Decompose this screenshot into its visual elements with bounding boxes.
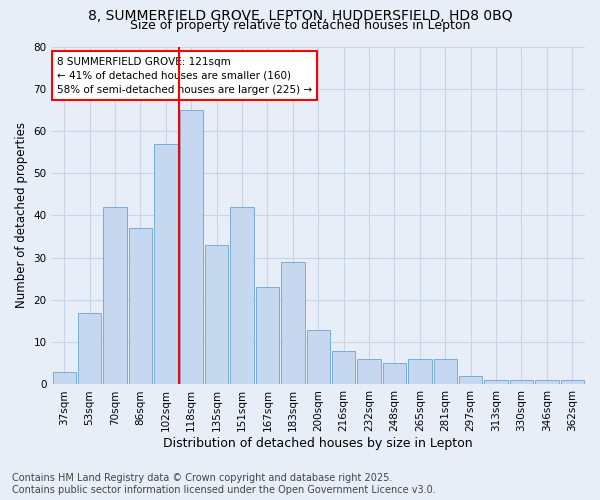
- Text: 8 SUMMERFIELD GROVE: 121sqm
← 41% of detached houses are smaller (160)
58% of se: 8 SUMMERFIELD GROVE: 121sqm ← 41% of det…: [57, 56, 312, 94]
- Bar: [103, 207, 127, 384]
- Text: Size of property relative to detached houses in Lepton: Size of property relative to detached ho…: [130, 19, 470, 32]
- Bar: [307, 330, 330, 384]
- Bar: [510, 380, 533, 384]
- Bar: [154, 144, 178, 384]
- Bar: [535, 380, 559, 384]
- Bar: [484, 380, 508, 384]
- Bar: [256, 288, 279, 384]
- Bar: [560, 380, 584, 384]
- Text: 8, SUMMERFIELD GROVE, LEPTON, HUDDERSFIELD, HD8 0BQ: 8, SUMMERFIELD GROVE, LEPTON, HUDDERSFIE…: [88, 9, 512, 23]
- X-axis label: Distribution of detached houses by size in Lepton: Distribution of detached houses by size …: [163, 437, 473, 450]
- Bar: [408, 359, 431, 384]
- Bar: [179, 110, 203, 384]
- Bar: [281, 262, 305, 384]
- Bar: [459, 376, 482, 384]
- Bar: [332, 350, 355, 384]
- Bar: [434, 359, 457, 384]
- Y-axis label: Number of detached properties: Number of detached properties: [15, 122, 28, 308]
- Bar: [230, 207, 254, 384]
- Bar: [78, 312, 101, 384]
- Bar: [53, 372, 76, 384]
- Bar: [205, 245, 229, 384]
- Bar: [383, 364, 406, 384]
- Text: Contains HM Land Registry data © Crown copyright and database right 2025.
Contai: Contains HM Land Registry data © Crown c…: [12, 474, 436, 495]
- Bar: [129, 228, 152, 384]
- Bar: [358, 359, 381, 384]
